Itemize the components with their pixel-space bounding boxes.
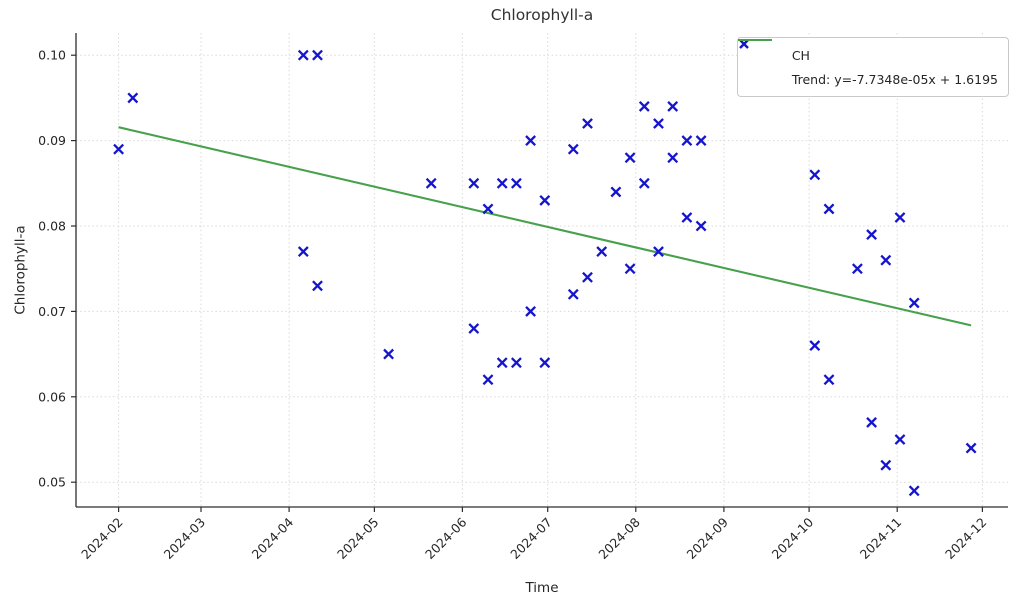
- y-tick-labels: 0.05 0.06 0.07 0.08 0.09 0.10: [38, 48, 66, 490]
- x-tick-label: 2024-03: [161, 515, 209, 563]
- y-tick-label: 0.05: [38, 475, 66, 490]
- data-point-x-marker: [425, 177, 437, 189]
- data-point-x-marker: [312, 280, 323, 292]
- data-point-x-marker: [297, 49, 309, 61]
- data-point-x-marker: [510, 357, 522, 369]
- data-point-x-marker: [653, 246, 664, 258]
- x-tick-label: 2024-04: [249, 514, 297, 562]
- data-point-x-marker: [653, 118, 664, 129]
- data-point-x-marker: [525, 305, 537, 317]
- chart-title: Chlorophyll-a: [490, 6, 594, 24]
- x-tick-labels: 2024-02 2024-03 2024-04 2024-05 2024-06 2024-…: [78, 514, 989, 562]
- data-point-x-marker: [667, 100, 679, 112]
- data-point-x-marker: [908, 485, 920, 497]
- data-point-x-marker: [681, 135, 693, 147]
- data-point-x-marker: [695, 220, 707, 232]
- data-point-x-marker: [965, 442, 977, 454]
- x-tick-label: 2024-07: [507, 515, 555, 563]
- data-point-x-marker: [468, 323, 480, 334]
- data-point-x-marker: [866, 229, 878, 241]
- data-point-x-marker: [638, 100, 650, 112]
- data-point-x-marker: [582, 271, 593, 283]
- data-point-x-marker: [610, 186, 622, 198]
- data-point-x-marker: [539, 194, 551, 206]
- data-point-x-marker: [894, 212, 906, 223]
- legend: CH Trend: y=-7.7348e-05x + 1.6195: [736, 37, 1009, 97]
- trend-line: [118, 126, 972, 327]
- tick-marks: [71, 54, 984, 512]
- data-point-x-marker: [582, 118, 593, 129]
- data-point-x-marker: [880, 459, 892, 471]
- data-point-x-marker: [312, 49, 323, 61]
- data-point-x-marker: [496, 177, 508, 189]
- x-axis-label: Time: [525, 580, 559, 596]
- data-point-x-marker: [510, 177, 522, 189]
- data-point-x-marker: [624, 152, 636, 164]
- data-point-x-marker: [482, 374, 494, 386]
- x-tick-label: 2024-06: [422, 514, 470, 562]
- data-point-x-marker: [539, 357, 551, 369]
- data-point-x-marker: [596, 246, 608, 258]
- y-axis-label: Chlorophyll-a: [13, 225, 29, 315]
- axes-spines: [75, 33, 1008, 508]
- data-point-x-marker: [468, 177, 480, 189]
- x-tick-label: 2024-10: [769, 514, 817, 562]
- y-tick-label: 0.07: [38, 304, 66, 319]
- data-point-x-marker: [681, 212, 693, 223]
- y-tick-label: 0.10: [38, 48, 66, 63]
- data-point-x-marker: [851, 263, 863, 275]
- scatter-points-ch: [113, 49, 977, 497]
- y-tick-label: 0.08: [38, 219, 66, 234]
- data-point-x-marker: [383, 348, 395, 360]
- legend-item-trend: Trend: y=-7.7348e-05x + 1.6195: [737, 39, 998, 91]
- data-point-x-marker: [809, 340, 821, 352]
- legend-item-ch: CH: [738, 39, 998, 67]
- x-tick-label: 2024-12: [942, 515, 990, 563]
- data-point-x-marker: [823, 374, 835, 386]
- x-tick-label: 2024-08: [595, 514, 643, 562]
- data-point-x-marker: [525, 135, 537, 147]
- gridlines: [76, 33, 1008, 507]
- data-point-x-marker: [113, 143, 125, 155]
- y-tick-label: 0.06: [38, 389, 66, 404]
- data-point-x-marker: [638, 177, 650, 189]
- x-tick-label: 2024-09: [683, 514, 731, 562]
- data-point-x-marker: [496, 357, 508, 369]
- data-point-x-marker: [297, 246, 309, 258]
- x-tick-label: 2024-11: [857, 515, 905, 563]
- data-point-x-marker: [866, 416, 878, 428]
- x-tick-label: 2024-05: [334, 515, 382, 563]
- data-point-x-marker: [880, 254, 892, 266]
- data-point-x-marker: [567, 143, 579, 155]
- data-point-x-marker: [567, 288, 579, 300]
- data-point-x-marker: [624, 263, 636, 275]
- data-point-x-marker: [695, 135, 707, 147]
- data-point-x-marker: [809, 169, 821, 181]
- x-tick-label: 2024-02: [78, 515, 126, 563]
- y-tick-label: 0.09: [38, 133, 66, 148]
- data-point-x-marker: [482, 203, 494, 215]
- data-point-x-marker: [127, 92, 139, 104]
- data-point-x-marker: [908, 297, 920, 309]
- y-axis-label-box: Chlorophyll-a: [0, 33, 42, 507]
- data-point-x-marker: [823, 203, 835, 215]
- data-point-x-marker: [667, 152, 679, 164]
- legend-label-ch: CH: [791, 47, 810, 63]
- legend-label-trend: Trend: y=-7.7348e-05x + 1.6195: [791, 71, 998, 87]
- data-point-x-marker: [894, 434, 906, 445]
